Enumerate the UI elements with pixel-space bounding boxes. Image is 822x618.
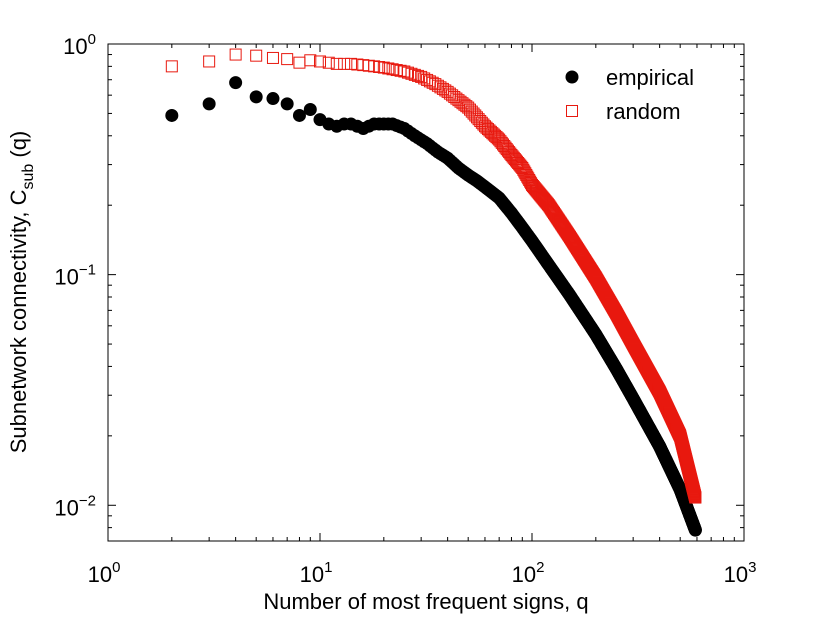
data-point-random (448, 90, 461, 103)
data-point-random (412, 69, 425, 82)
data-point-empirical (202, 97, 216, 111)
data-point-empirical (292, 108, 306, 122)
y-tick-label-exponent: −2 (79, 492, 96, 509)
series-random (165, 48, 702, 504)
legend-marker-random (566, 105, 578, 117)
y-axis-title: Subnetwork connectivity, Csub (q) (6, 131, 37, 454)
data-point-empirical (303, 103, 317, 117)
data-point-empirical (688, 523, 702, 537)
data-point-random (377, 61, 390, 74)
data-point-empirical (249, 90, 263, 104)
data-point-random (689, 491, 702, 504)
x-tick-label: 100 (88, 559, 121, 587)
data-point-random (338, 57, 351, 70)
data-point-random (368, 60, 381, 73)
data-point-random (443, 87, 456, 100)
data-point-random (434, 81, 447, 94)
y-tick-label-base: 10 (54, 495, 78, 520)
legend-label-random: random (606, 99, 681, 124)
y-tick-label-base: 10 (54, 265, 78, 290)
data-point-random (431, 79, 444, 92)
data-point-random (373, 60, 386, 73)
data-point-random (322, 56, 335, 69)
legend: empirical random (565, 65, 694, 124)
legend-label-empirical: empirical (606, 65, 694, 90)
data-point-random (450, 92, 463, 105)
axis-ticks (107, 44, 744, 542)
y-axis-title-sub: sub (20, 164, 37, 190)
x-tick-label-base: 10 (724, 562, 748, 587)
data-point-random (405, 67, 418, 80)
data-point-random (408, 68, 421, 81)
data-point-random (330, 57, 343, 70)
y-tick-label: 10−2 (54, 492, 96, 520)
x-tick-label-exponent: 2 (536, 559, 544, 576)
data-point-empirical (266, 92, 280, 106)
x-tick-label: 101 (300, 559, 333, 587)
data-point-random (304, 54, 317, 67)
plot-background (108, 44, 744, 541)
data-point-random (401, 66, 414, 79)
data-point-random (446, 89, 459, 102)
data-point-random (344, 57, 357, 70)
y-axis-title-main: Subnetwork connectivity, C (6, 189, 31, 453)
data-point-random (386, 63, 399, 76)
x-tick-label-exponent: 0 (112, 559, 120, 576)
data-point-random (382, 62, 395, 75)
x-tick-label-base: 10 (88, 562, 112, 587)
data-point-random (436, 82, 449, 95)
data-point-random (439, 84, 452, 97)
y-axis-title-suffix: (q) (6, 131, 31, 164)
data-point-random (314, 55, 326, 68)
data-point-random (398, 65, 411, 78)
x-tick-label-exponent: 1 (324, 559, 332, 576)
data-point-random (281, 53, 294, 66)
data-point-empirical (229, 76, 243, 90)
data-point-random (495, 136, 508, 149)
data-point-random (475, 116, 488, 129)
x-tick-label-base: 10 (300, 562, 324, 587)
data-point-random (250, 49, 263, 62)
y-tick-label-base: 10 (63, 34, 87, 59)
y-tick-label-exponent: 0 (88, 31, 96, 48)
x-tick-label-exponent: 3 (748, 559, 756, 576)
data-point-random (229, 48, 242, 61)
x-tick-label: 103 (724, 559, 757, 587)
data-point-random (498, 140, 511, 153)
data-point-empirical (280, 97, 294, 111)
x-tick-label: 102 (512, 559, 545, 587)
y-tick-label: 100 (63, 31, 96, 59)
x-axis-title: Number of most frequent signs, q (263, 589, 588, 614)
data-point-random (165, 60, 178, 73)
x-tick-label-base: 10 (512, 562, 536, 587)
plot-frame (107, 43, 745, 542)
legend-marker-empirical (565, 70, 579, 84)
data-point-empirical (165, 108, 179, 122)
y-tick-label: 10−1 (54, 262, 96, 290)
series-empirical (165, 76, 702, 537)
y-tick-label-exponent: −1 (79, 262, 96, 279)
data-point-random (497, 138, 510, 151)
data-point-random (203, 55, 216, 68)
data-point-random (266, 51, 279, 64)
data-marks (165, 48, 702, 537)
